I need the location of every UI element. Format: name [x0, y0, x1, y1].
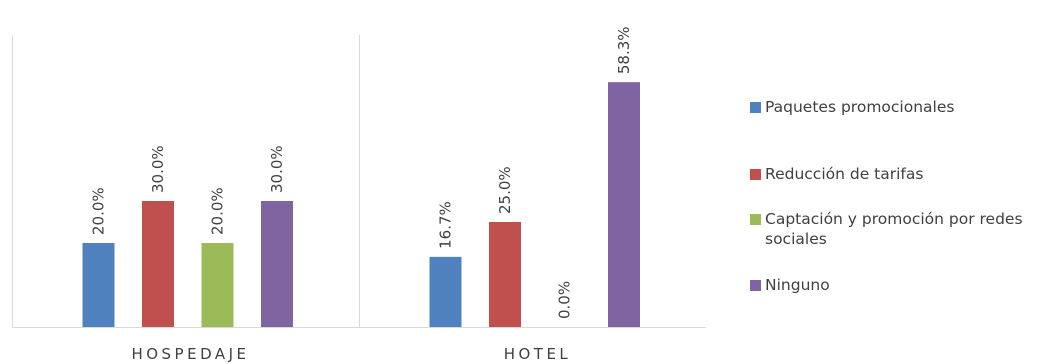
bar-data-label: 30.0% [149, 145, 167, 193]
bar [429, 256, 462, 327]
chart-legend: Paquetes promocionales Reducción de tari… [750, 0, 1050, 364]
legend-item-paquetes: Paquetes promocionales [750, 97, 1054, 117]
legend-swatch [750, 169, 761, 180]
bar [608, 82, 640, 327]
legend-item-reduccion: Reducción de tarifas [750, 164, 1054, 184]
legend-swatch [750, 214, 761, 225]
legend-label: Ninguno [765, 276, 830, 294]
category-label: HOSPEDAJE [131, 345, 249, 363]
legend-swatch [750, 102, 761, 113]
chart-data-labels: 20.0% 30.0% 20.0% 30.0% 16.7% 25.0% 0.0% 58.3% [90, 26, 634, 319]
bar [489, 222, 521, 327]
legend-swatch [750, 280, 761, 291]
chart-category-labels: HOSPEDAJE HOTEL [131, 345, 572, 363]
chart-bars [82, 82, 640, 327]
legend-label: Paquetes promocionales [765, 98, 955, 116]
bar-data-label: 20.0% [90, 187, 108, 235]
bar-data-label: 16.7% [437, 201, 455, 249]
bar [142, 201, 174, 327]
bar [201, 243, 234, 327]
bar [82, 243, 115, 327]
bar-data-label: 0.0% [556, 281, 574, 319]
legend-label: Reducción de tarifas [765, 165, 924, 183]
legend-item-captacion: Captación y promoción por redes sociales [750, 209, 1054, 249]
category-label: HOTEL [504, 345, 572, 363]
bar-data-label: 58.3% [615, 26, 633, 74]
legend-item-ninguno: Ninguno [750, 275, 1054, 295]
bar [261, 201, 293, 327]
chart-axes [12, 35, 706, 328]
bar-data-label: 30.0% [268, 145, 286, 193]
bar-chart: 20.0%30.0%20.0%30.0%16.7%25.0%0.0%58.3% … [12, 26, 706, 363]
legend-label: Captación y promoción por redes sociales [765, 210, 1023, 248]
bar-data-label: 20.0% [209, 187, 227, 235]
bar-data-label: 25.0% [496, 166, 514, 214]
